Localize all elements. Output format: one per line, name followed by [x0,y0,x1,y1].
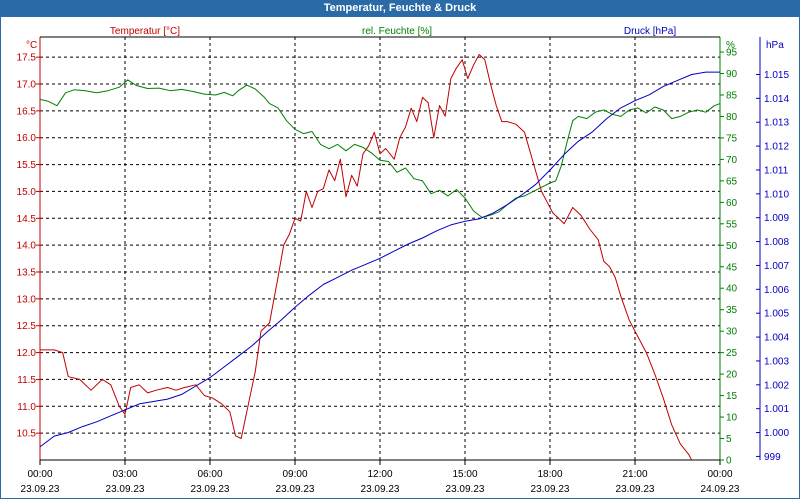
y-tick-label-humidity: 70 [726,155,738,166]
y-tick-label-humidity: 0 [726,456,732,467]
y-tick-label-pressure: 1.010 [764,189,789,200]
y-tick-label-humidity: 95 [726,48,738,59]
y-tick-label-temperature: 11.0 [17,402,36,413]
series-line-humidity [40,79,720,218]
y-tick-label-humidity: 85 [726,90,738,101]
y-tick-label-humidity: 65 [726,176,738,187]
y-tick-label-pressure: 1.013 [764,118,789,129]
x-tick-label-date: 23.09.23 [531,484,570,495]
axis-title-humidity: rel. Feuchte [%] [362,26,432,37]
y-tick-label-pressure: 1.008 [764,237,789,248]
y-tick-label-pressure: 1.014 [764,94,789,105]
label-layer: 00:00 23.09.23 03:00 23.09.23 06:00 23.09.23 0… [17,26,790,495]
y-tick-label-temperature: 12.5 [17,321,37,332]
axis-title-temperature: Temperatur [°C] [110,26,180,37]
grid-layer [40,37,720,460]
y-tick-label-temperature: 12.0 [17,348,37,359]
y-tick-label-pressure: 1.005 [764,309,789,320]
y-tick-label-pressure: 999 [764,452,781,463]
y-tick-label-humidity: 15 [726,391,738,402]
y-tick-label-humidity: 50 [726,241,738,252]
x-tick-label-date: 23.09.23 [361,484,400,495]
x-tick-label-time: 21:00 [622,469,647,480]
y-tick-label-humidity: 5 [726,434,732,445]
x-tick-label-date: 23.09.23 [276,484,315,495]
y-tick-label-pressure: 1.002 [764,380,789,391]
x-tick-label-date: 23.09.23 [191,484,230,495]
y-tick-label-humidity: 55 [726,219,738,230]
y-tick-label-temperature: 14.0 [17,241,37,252]
y-tick-label-pressure: 1.006 [764,285,789,296]
y-tick-label-temperature: 17.0 [17,80,37,91]
y-tick-label-pressure: 1.007 [764,261,789,272]
y-tick-label-temperature: 15.0 [17,187,37,198]
y-tick-label-pressure: 1.000 [764,428,789,439]
y-tick-label-temperature: 13.0 [17,294,37,305]
y-tick-label-temperature: 17.5 [17,53,37,64]
y-tick-label-pressure: 1.001 [764,404,789,415]
x-tick-label-date: 23.09.23 [106,484,145,495]
y-tick-label-humidity: 40 [726,284,738,295]
y-tick-label-temperature: 14.5 [17,214,37,225]
y-tick-label-humidity: 80 [726,112,738,123]
y-tick-label-humidity: 20 [726,370,738,381]
y-tick-label-humidity: 60 [726,198,738,209]
axes-layer [36,36,761,465]
x-tick-label-time: 18:00 [537,469,562,480]
y-tick-label-temperature: 15.5 [17,160,37,171]
axis-unit-humidity: % [726,40,735,51]
y-tick-label-humidity: 75 [726,133,738,144]
y-tick-label-humidity: 25 [726,348,738,359]
series-line-temperature [40,54,693,460]
x-tick-label-time: 00:00 [707,469,732,480]
axis-title-pressure: Druck [hPa] [624,26,676,37]
y-tick-label-humidity: 35 [726,305,738,316]
y-tick-label-temperature: 10.5 [17,429,37,440]
x-tick-label-date: 23.09.23 [616,484,655,495]
x-tick-label-date: 23.09.23 [446,484,485,495]
axis-unit-pressure: hPa [766,40,784,51]
x-tick-label-time: 06:00 [197,469,222,480]
x-tick-label-time: 00:00 [27,469,52,480]
y-tick-label-humidity: 45 [726,262,738,273]
x-tick-label-time: 12:00 [367,469,392,480]
series-layer [40,54,720,460]
y-tick-label-humidity: 30 [726,327,738,338]
y-tick-label-humidity: 90 [726,69,738,80]
x-tick-label-time: 09:00 [282,469,307,480]
y-tick-label-pressure: 1.003 [764,356,789,367]
chart-title: Temperatur, Feuchte & Druck [0,0,800,17]
y-tick-label-humidity: 10 [726,413,738,424]
y-tick-label-temperature: 16.0 [17,133,37,144]
y-tick-label-pressure: 1.015 [764,70,789,81]
y-tick-label-temperature: 13.5 [17,268,37,279]
y-tick-label-pressure: 1.004 [764,333,789,344]
y-tick-label-pressure: 1.012 [764,142,789,153]
axis-unit-temperature: °C [26,40,37,51]
y-tick-label-pressure: 1.009 [764,213,789,224]
y-tick-label-temperature: 11.5 [17,375,36,386]
y-tick-label-pressure: 1.011 [764,165,789,176]
series-line-pressure [40,71,720,448]
x-tick-label-date: 24.09.23 [701,484,740,495]
x-tick-label-date: 23.09.23 [21,484,60,495]
x-tick-label-time: 15:00 [452,469,477,480]
x-tick-label-time: 03:00 [112,469,137,480]
y-tick-label-temperature: 16.5 [17,106,37,117]
